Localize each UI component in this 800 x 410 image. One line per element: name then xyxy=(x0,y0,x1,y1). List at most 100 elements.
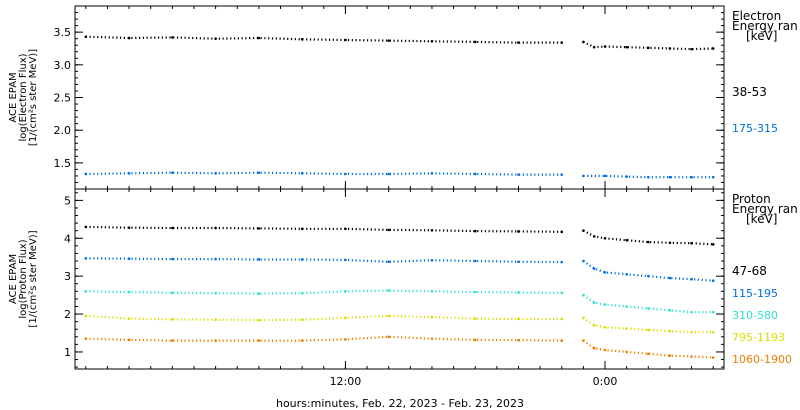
data-point xyxy=(127,226,131,229)
data-point xyxy=(690,175,693,179)
data-point xyxy=(711,175,715,179)
data-point xyxy=(387,228,390,232)
data-point xyxy=(387,260,390,264)
data-point xyxy=(603,236,607,240)
data-point xyxy=(625,238,628,242)
data-point xyxy=(430,290,434,293)
data-point xyxy=(430,39,434,43)
series-310-580-trace xyxy=(85,289,562,295)
data-point xyxy=(592,45,596,49)
data-point xyxy=(646,46,650,50)
data-point xyxy=(711,279,715,283)
legend-item: 310-580 xyxy=(732,309,778,322)
data-point xyxy=(430,315,434,319)
data-point xyxy=(625,350,628,354)
data-point xyxy=(592,324,596,327)
data-point xyxy=(214,339,217,342)
data-point xyxy=(430,337,434,340)
data-point xyxy=(257,36,261,40)
data-point xyxy=(625,45,628,49)
y-tick-label: 2.0 xyxy=(54,124,72,137)
data-point xyxy=(603,348,607,352)
data-point xyxy=(473,317,477,320)
data-point xyxy=(257,258,261,261)
series-175-315-trace xyxy=(85,171,562,176)
data-point xyxy=(387,172,390,176)
legend-title: [keV] xyxy=(746,212,777,226)
series-115-195-trace xyxy=(582,260,714,282)
data-point xyxy=(711,47,715,50)
y-axis-label: log(Electron Flux) xyxy=(18,53,29,141)
data-point xyxy=(84,257,88,260)
data-point xyxy=(711,330,715,334)
data-point xyxy=(517,230,520,233)
x-tick-label: 0:00 xyxy=(593,375,618,388)
data-point xyxy=(387,289,390,292)
legend-title: Energy ran xyxy=(732,202,798,216)
data-point xyxy=(582,316,585,320)
data-point xyxy=(517,291,520,294)
series-1060-1900-trace xyxy=(582,339,714,359)
data-point xyxy=(473,338,477,342)
data-point xyxy=(473,229,477,233)
data-point xyxy=(257,171,261,174)
data-point xyxy=(171,36,174,39)
legend-item: 38-53 xyxy=(732,85,767,99)
data-point xyxy=(473,40,477,44)
y-tick-label: 2.5 xyxy=(54,92,72,105)
data-point xyxy=(582,229,585,232)
data-point xyxy=(560,173,564,176)
data-point xyxy=(592,267,596,270)
data-point xyxy=(127,338,131,342)
data-point xyxy=(214,226,217,230)
data-point xyxy=(171,291,174,295)
data-point xyxy=(625,272,628,276)
data-point xyxy=(171,226,174,230)
data-point xyxy=(473,259,477,263)
data-point xyxy=(603,326,607,329)
data-point xyxy=(646,307,650,310)
y-axis-label: ACE EPAM xyxy=(8,72,19,122)
data-point xyxy=(711,243,715,246)
data-point xyxy=(582,339,585,342)
data-point xyxy=(344,172,347,176)
data-point xyxy=(257,318,261,322)
data-point xyxy=(646,240,650,244)
data-point xyxy=(84,225,88,229)
data-point xyxy=(625,327,628,330)
legend-title: Energy ran xyxy=(732,19,798,33)
data-point xyxy=(603,45,607,48)
data-point xyxy=(690,355,693,358)
legend-item: 175-315 xyxy=(732,122,778,135)
data-point xyxy=(625,305,628,308)
data-point xyxy=(560,317,564,321)
data-point xyxy=(214,291,217,295)
series-47-68-trace xyxy=(85,225,562,233)
data-point xyxy=(127,257,131,261)
data-point xyxy=(257,292,261,295)
data-point xyxy=(582,40,585,44)
legend-title: Electron xyxy=(732,9,781,23)
data-point xyxy=(387,39,390,42)
data-point xyxy=(560,339,564,342)
data-point xyxy=(257,227,261,230)
data-point xyxy=(214,172,217,175)
data-point xyxy=(690,330,693,334)
data-point xyxy=(84,172,88,176)
data-point xyxy=(711,310,715,314)
y-tick-label: 3 xyxy=(64,270,71,283)
legend-item: 47-68 xyxy=(732,264,767,278)
data-point xyxy=(517,317,520,321)
data-point xyxy=(646,175,650,179)
data-point xyxy=(300,339,304,342)
data-point xyxy=(690,277,693,281)
x-tick-label: 12:00 xyxy=(330,375,362,388)
data-point xyxy=(560,260,564,264)
data-point xyxy=(300,227,304,231)
proton-panel-frame xyxy=(74,188,725,370)
y-axis-label: log(Proton Flux) xyxy=(18,239,29,318)
data-point xyxy=(646,328,650,332)
y-axis-label: ACE EPAM xyxy=(8,254,19,304)
data-point xyxy=(387,314,390,318)
